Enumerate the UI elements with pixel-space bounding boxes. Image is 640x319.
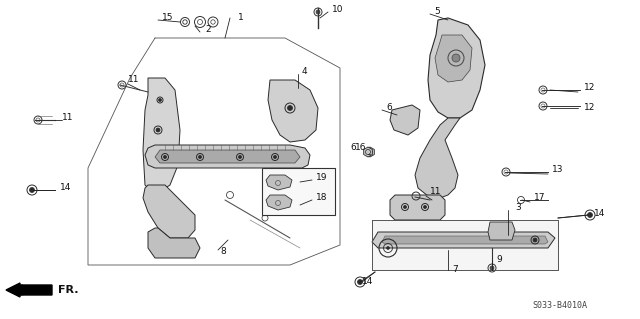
Circle shape	[403, 205, 406, 209]
Text: 14: 14	[594, 209, 605, 218]
Circle shape	[588, 212, 593, 218]
Polygon shape	[390, 105, 420, 135]
Polygon shape	[268, 80, 318, 142]
Polygon shape	[428, 18, 485, 118]
Polygon shape	[155, 150, 300, 163]
Polygon shape	[364, 147, 372, 157]
Text: 1: 1	[238, 13, 244, 23]
Circle shape	[424, 205, 426, 209]
Text: 4: 4	[302, 68, 308, 77]
Polygon shape	[145, 145, 310, 168]
FancyArrow shape	[6, 283, 52, 297]
Polygon shape	[390, 195, 445, 220]
Text: 11: 11	[430, 188, 442, 197]
Polygon shape	[266, 195, 292, 210]
Text: 18: 18	[316, 194, 328, 203]
Circle shape	[29, 188, 35, 192]
Circle shape	[239, 155, 241, 159]
Text: 15: 15	[162, 13, 173, 23]
Text: 13: 13	[552, 166, 563, 174]
Circle shape	[533, 238, 537, 242]
Text: 5: 5	[434, 8, 440, 17]
Text: S033-B4010A: S033-B4010A	[532, 300, 588, 309]
Text: FR.: FR.	[58, 285, 79, 295]
Polygon shape	[435, 35, 472, 82]
Circle shape	[490, 266, 494, 270]
Text: 2: 2	[205, 26, 211, 34]
Polygon shape	[143, 78, 180, 195]
Polygon shape	[143, 185, 195, 238]
Text: 12: 12	[584, 84, 595, 93]
Text: 6: 6	[350, 144, 356, 152]
Polygon shape	[382, 236, 548, 244]
Circle shape	[198, 155, 202, 159]
Text: 3: 3	[515, 204, 521, 212]
Circle shape	[163, 155, 166, 159]
Text: 6: 6	[386, 103, 392, 113]
Text: 16: 16	[355, 144, 367, 152]
Circle shape	[287, 106, 292, 110]
Text: 9: 9	[496, 256, 502, 264]
Circle shape	[387, 247, 390, 249]
Polygon shape	[365, 147, 374, 157]
Circle shape	[273, 155, 276, 159]
Polygon shape	[372, 232, 555, 248]
Circle shape	[452, 54, 460, 62]
Polygon shape	[148, 228, 200, 258]
Text: 14: 14	[362, 278, 373, 286]
Text: 7: 7	[452, 265, 458, 275]
Text: 11: 11	[128, 76, 140, 85]
Bar	[372, 220, 558, 270]
Text: 14: 14	[60, 183, 72, 192]
Polygon shape	[488, 222, 515, 240]
Circle shape	[159, 99, 161, 101]
Circle shape	[316, 10, 320, 14]
Circle shape	[358, 279, 362, 285]
Text: 11: 11	[62, 114, 74, 122]
Text: 10: 10	[332, 5, 344, 14]
Bar	[262, 168, 335, 215]
Text: 8: 8	[220, 248, 226, 256]
Polygon shape	[266, 175, 292, 190]
Polygon shape	[415, 118, 460, 198]
Text: 19: 19	[316, 174, 328, 182]
Text: 12: 12	[584, 103, 595, 113]
Text: 17: 17	[534, 194, 545, 203]
Circle shape	[156, 128, 160, 132]
